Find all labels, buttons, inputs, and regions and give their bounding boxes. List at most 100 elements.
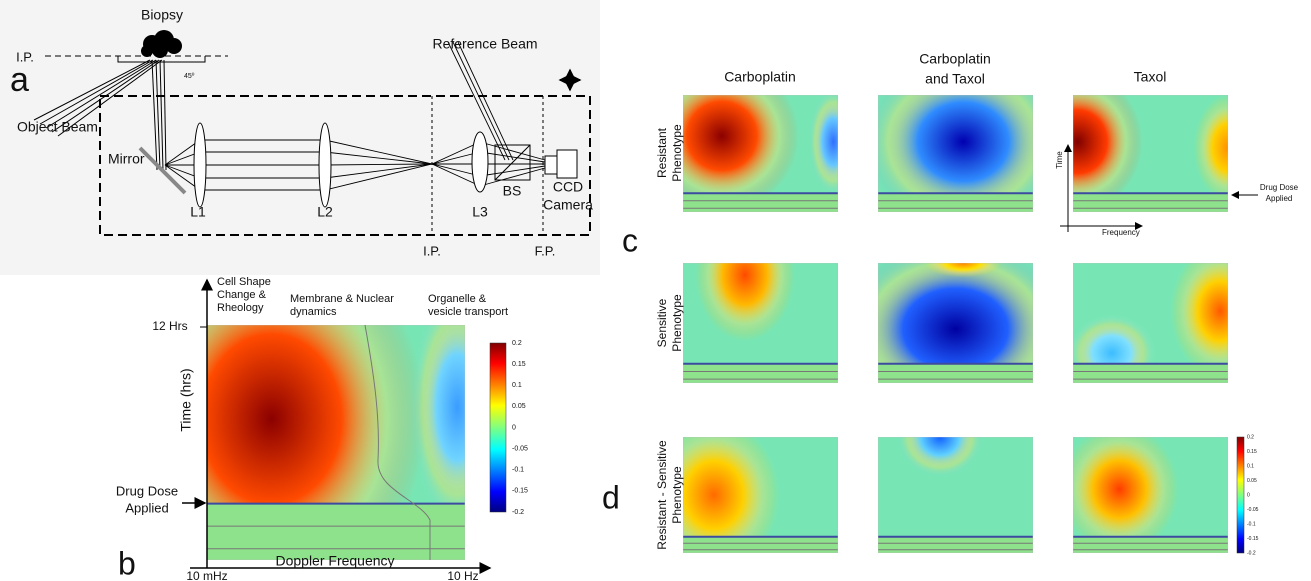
- camera-label: Camera: [543, 197, 593, 213]
- x-start-label: 10 mHz: [186, 569, 227, 581]
- heatmap: [1073, 95, 1228, 212]
- colorbar-tick-label: 0.05: [1247, 478, 1257, 484]
- contour: [1073, 370, 1228, 380]
- object-beam-label: Object Beam: [17, 119, 98, 135]
- colorbar-tick-label: 0.1: [1247, 463, 1254, 469]
- heatmap: [683, 263, 838, 383]
- baseline-region: [683, 193, 838, 212]
- heatmap-region: [683, 437, 780, 553]
- heatmap-region: [896, 437, 984, 478]
- biopsy-label: Biopsy: [141, 7, 183, 23]
- band-label: Rheology: [217, 302, 264, 314]
- contour: [683, 200, 838, 209]
- contour: [1073, 542, 1228, 551]
- heatmap-region: [878, 263, 1033, 383]
- y-axis-title: Time (hrs): [178, 368, 194, 431]
- angle-label: 45º: [184, 73, 195, 80]
- heatmap-region: [924, 263, 1002, 278]
- heatmap: [1073, 263, 1228, 383]
- biopsy-sample: [141, 30, 182, 58]
- heatmap: [683, 95, 838, 212]
- colorbar-tick-label: -0.05: [1247, 507, 1259, 513]
- x-axis-title: Doppler Frequency: [275, 553, 394, 569]
- panel-label: d: [602, 479, 620, 515]
- camera: [556, 149, 578, 179]
- colorbar-tick-label: -0.2: [512, 509, 524, 516]
- colorbar-tick-label: 0.15: [512, 361, 526, 368]
- object-beam: [33, 59, 167, 171]
- panel-a: a Biopsy I.P. 45º Object Beam Mirror L1 …: [0, 0, 600, 275]
- heatmap: [683, 437, 838, 553]
- heatmap-region: [207, 325, 427, 560]
- column-title: Taxol: [1134, 69, 1167, 85]
- colorbar-tick-label: 0: [1247, 492, 1250, 498]
- panel-label: c: [622, 222, 638, 258]
- y-top-label: 12 Hrs: [152, 319, 187, 333]
- contour: [207, 525, 465, 550]
- colorbar-tick-label: 0.05: [512, 403, 526, 410]
- colorbar-tick-label: 0.15: [1247, 449, 1257, 455]
- lens: [471, 131, 489, 193]
- contour: [683, 370, 838, 380]
- column-title: Carboplatin: [919, 51, 991, 67]
- colorbar-tick-label: -0.1: [512, 467, 524, 474]
- baseline-region: [683, 363, 838, 383]
- heatmap: [878, 437, 1033, 553]
- colorbar-tick-label: -0.05: [512, 445, 528, 452]
- heatmap-region: [695, 263, 795, 341]
- contour: [683, 542, 838, 551]
- heatmap-region: [1073, 437, 1179, 553]
- contour: [364, 324, 431, 560]
- beam-splitter: [494, 144, 531, 181]
- lens: [193, 122, 207, 208]
- row-label: Phenotype: [670, 294, 684, 352]
- enclosure: [99, 95, 591, 236]
- reference-beam: [447, 41, 514, 161]
- lens: [318, 122, 332, 208]
- ip-label: I.P.: [16, 49, 34, 64]
- colorbar-tick-label: 0.2: [512, 340, 522, 347]
- camera: [544, 155, 558, 175]
- band-label: dynamics: [290, 306, 337, 318]
- heatmap-region: [808, 95, 838, 195]
- row-label: Phenotype: [670, 466, 684, 524]
- band-label: Change &: [217, 289, 267, 301]
- band-label: Organelle &: [428, 293, 487, 305]
- mirror: [138, 146, 187, 195]
- row-label: Resistant - Sensitive: [655, 440, 669, 550]
- inset-x-label: Frequency: [1102, 228, 1140, 237]
- bs-label: BS: [503, 183, 522, 199]
- lens-label: L3: [472, 204, 488, 220]
- colorbar-tick-label: 0: [512, 424, 516, 431]
- colorbar-tick-label: -0.15: [512, 488, 528, 495]
- colorbar: [1236, 436, 1245, 554]
- heatmap-region: [1170, 263, 1228, 377]
- colorbar-tick-label: 0.2: [1247, 434, 1254, 440]
- mirror-label: Mirror: [108, 151, 145, 167]
- colorbar-tick-label: -0.2: [1247, 550, 1256, 556]
- column-title: and Taxol: [925, 71, 985, 87]
- baseline-region: [1073, 536, 1228, 553]
- colorbar: [489, 342, 507, 513]
- baseline-region: [683, 536, 838, 553]
- band-label: Membrane & Nuclear: [290, 293, 394, 305]
- baseline-region: [1073, 363, 1228, 383]
- heatmap-region: [683, 95, 800, 212]
- baseline-region: [878, 193, 1033, 212]
- panel-label: a: [10, 61, 29, 99]
- drug-dose-label: Applied: [1266, 194, 1293, 203]
- contour: [878, 370, 1033, 380]
- baseline-region: [878, 363, 1033, 383]
- reference-beam-label: Reference Beam: [432, 36, 537, 52]
- contour: [1073, 200, 1228, 209]
- drug-dose-label: Drug Dose: [1260, 183, 1299, 192]
- baseline-region: [207, 503, 465, 560]
- heatmap-region: [1073, 95, 1143, 212]
- band-label: Cell Shape: [217, 276, 271, 288]
- band-label: vesicle transport: [428, 306, 508, 318]
- heatmap: [1073, 437, 1228, 553]
- colorbar-tick-label: -0.15: [1247, 536, 1259, 542]
- beam-splitter: [494, 144, 531, 181]
- panel-label: b: [118, 545, 136, 581]
